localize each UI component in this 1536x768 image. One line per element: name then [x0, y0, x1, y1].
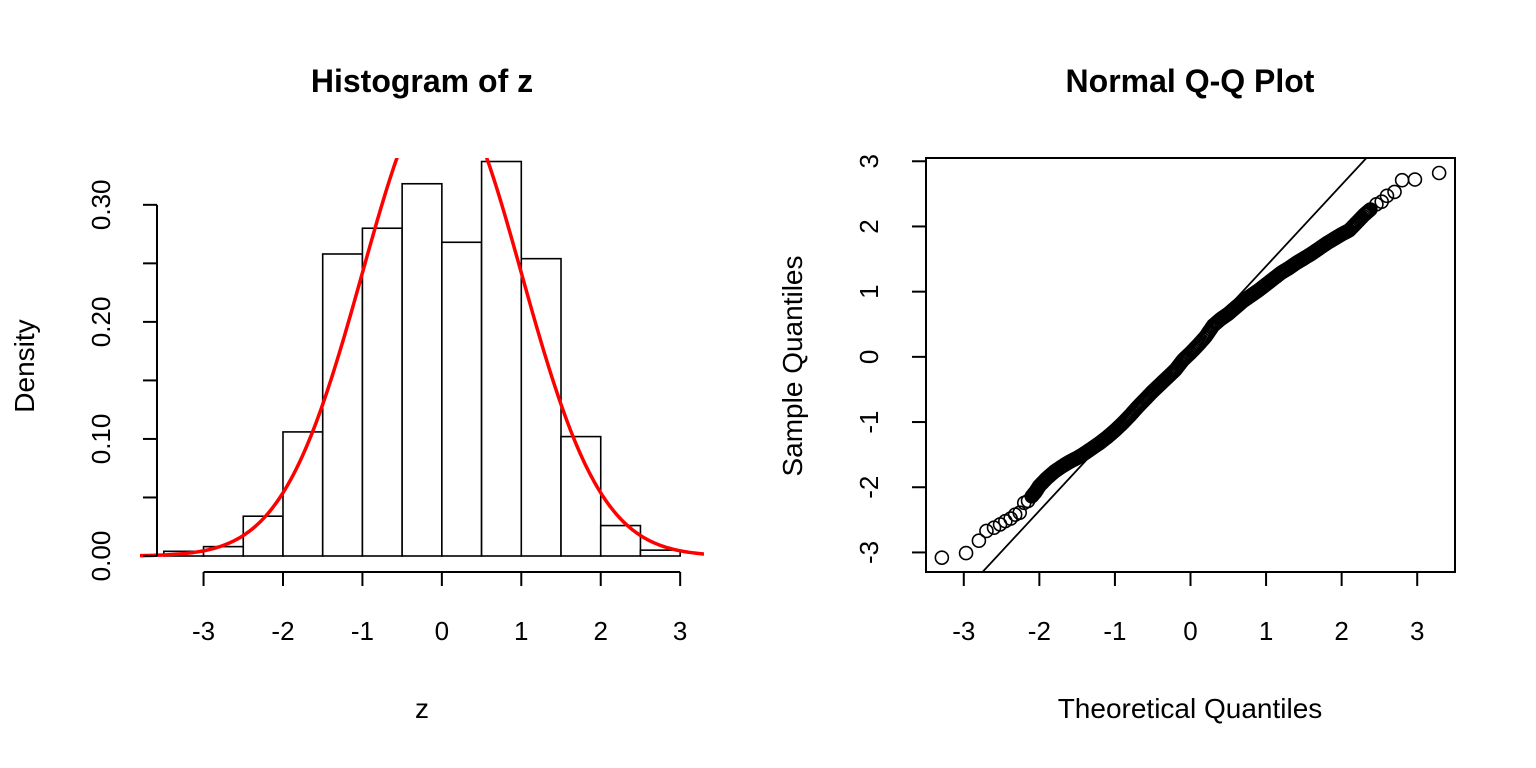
y-tick-label: 0.10: [86, 414, 116, 465]
y-tick-label: 0.00: [86, 531, 116, 582]
x-tick-label: 2: [1334, 616, 1348, 646]
qq-point: [1343, 221, 1358, 237]
qq-point: [1362, 203, 1377, 218]
y-tick-label: -1: [854, 410, 884, 433]
y-tick-label: 3: [854, 154, 884, 168]
qq-point: [1012, 505, 1028, 520]
x-tick-label: 1: [514, 616, 528, 646]
histogram-title: Histogram of z: [311, 63, 533, 99]
qq-plot-frame: [925, 157, 1456, 573]
qq-point: [1407, 172, 1423, 187]
qq-point: [1161, 368, 1177, 384]
qq-point: [1379, 188, 1395, 204]
qq-point: [1431, 165, 1447, 181]
histogram-x-axis-label: z: [415, 693, 429, 724]
histogram-panel: Histogram of z z Density -3 -2 -1 0 1 2 3 0.00…: [9, 63, 704, 724]
qq-point: [958, 545, 974, 561]
y-tick-label: -2: [854, 476, 884, 499]
histogram-bar: [321, 253, 364, 557]
histogram-bar: [520, 257, 562, 557]
density-curve-layer: [140, 158, 704, 558]
qq-point: [1139, 390, 1154, 406]
y-tick-label: 0.20: [86, 297, 116, 348]
qq-point: [1116, 414, 1132, 430]
histogram-bar: [639, 549, 681, 557]
qq-point: [979, 523, 994, 539]
x-tick-label: 2: [593, 616, 607, 646]
qq-point: [1394, 172, 1410, 188]
qq-point: [1176, 351, 1192, 367]
histogram-y-axis: 0.00 0.10 0.20 0.30: [86, 180, 158, 582]
x-tick-label: 3: [673, 616, 687, 646]
qq-point: [1131, 398, 1147, 414]
histogram-bar: [242, 515, 284, 557]
y-tick-label: 0.30: [86, 180, 116, 231]
qq-point: [1350, 213, 1366, 229]
x-tick-label: 1: [1259, 616, 1273, 646]
histogram-y-axis-label: Density: [9, 319, 40, 412]
x-tick-label: -3: [192, 616, 215, 646]
qq-point: [1108, 422, 1124, 437]
qq-point: [934, 550, 950, 565]
y-tick-label: 0: [854, 350, 884, 364]
x-tick-label: -2: [271, 616, 294, 646]
x-tick-label: -1: [1103, 616, 1126, 646]
x-tick-label: 3: [1410, 616, 1424, 646]
histogram-x-axis: -3 -2 -1 0 1 2 3: [192, 571, 687, 646]
qq-x-axis-label: Theoretical Quantiles: [1058, 693, 1323, 724]
qq-point: [1033, 477, 1048, 492]
qq-point: [1184, 344, 1200, 359]
x-tick-label: -2: [1028, 616, 1051, 646]
histogram-bar: [361, 227, 403, 557]
x-tick-label: -1: [351, 616, 374, 646]
y-tick-label: -3: [854, 541, 884, 564]
qq-y-axis-label: Sample Quantiles: [777, 255, 808, 476]
density-curve: [140, 158, 704, 558]
histogram-bar: [401, 182, 443, 557]
qq-x-axis: -3 -2 -1 0 1 2 3: [952, 571, 1424, 646]
qq-plot-panel: Normal Q-Q Plot Theoretical Quantiles Sa…: [777, 63, 1456, 724]
x-tick-label: -3: [952, 616, 975, 646]
qq-points: [934, 165, 1447, 565]
histogram-bars: [163, 160, 681, 557]
histogram-bar: [282, 431, 324, 557]
qq-title: Normal Q-Q Plot: [1066, 63, 1315, 99]
histogram-bar: [480, 160, 523, 557]
qq-point: [1387, 184, 1402, 200]
x-tick-label: 0: [435, 616, 449, 646]
qq-y-axis: -3 -2 -1 0 1 2 3: [854, 154, 926, 564]
histogram-bar: [441, 241, 483, 557]
x-tick-label: 0: [1183, 616, 1197, 646]
y-tick-label: 2: [854, 219, 884, 233]
y-tick-label: 1: [854, 284, 884, 298]
qq-point: [971, 533, 987, 549]
